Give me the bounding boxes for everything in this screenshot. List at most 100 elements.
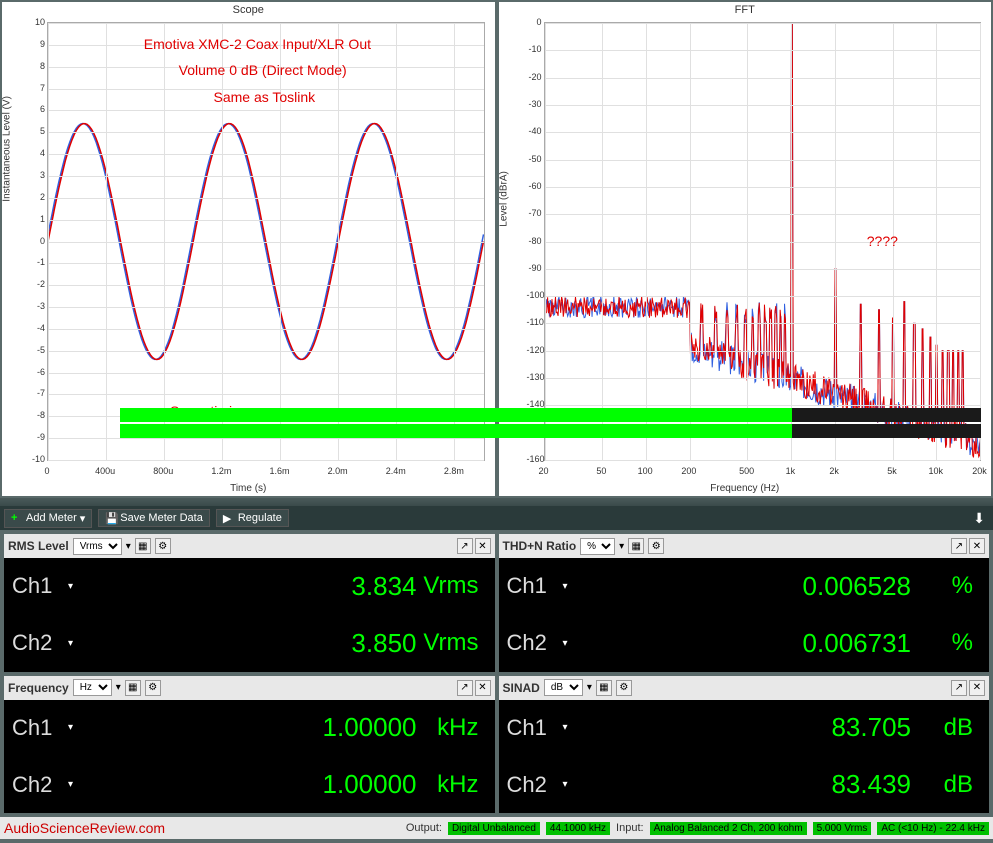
fft-xtick: 5k xyxy=(887,466,897,476)
meter-close-icon[interactable]: ✕ xyxy=(969,680,985,696)
meter-sinad: SINADdB▾▦⚙↗✕Ch1▾83.705dBCh2▾83.439dB xyxy=(499,676,990,814)
ch1-label: Ch1 xyxy=(12,573,72,599)
section-divider[interactable] xyxy=(0,498,993,506)
fft-ytick: -70 xyxy=(527,208,542,218)
meter-close-icon[interactable]: ✕ xyxy=(969,538,985,554)
fft-xtick: 500 xyxy=(739,466,754,476)
scope-ytick: -7 xyxy=(30,388,45,398)
input-label: Input: xyxy=(616,822,644,834)
ch2-unit: kHz xyxy=(417,771,487,799)
scope-ytick: -1 xyxy=(30,257,45,267)
scope-xtick: 2.8m xyxy=(444,466,464,476)
play-icon: ▶ xyxy=(223,512,235,524)
fft-chart: FFT Level (dBrA) Frequency (Hz) ???? -16… xyxy=(499,2,992,496)
meter-thdn: THD+N Ratio%▾▦⚙↗✕Ch1▾0.006528%Ch2▾0.0067… xyxy=(499,534,990,672)
ch1-label: Ch1 xyxy=(507,715,567,741)
ch2-value: 1.00000 xyxy=(81,769,416,800)
ch1-value: 83.705 xyxy=(576,712,911,743)
ch2-unit: dB xyxy=(911,771,981,799)
fft-ytick: 0 xyxy=(527,17,542,27)
scope-ylabel: Instantaneous Level (V) xyxy=(2,96,13,202)
meter-unit-select[interactable]: dB xyxy=(544,679,583,696)
fft-ytick: -20 xyxy=(527,72,542,82)
ch2-value: 0.006731 xyxy=(576,628,911,659)
meter-gear-icon[interactable]: ⚙ xyxy=(648,538,664,554)
meter-unit-select[interactable]: Vrms xyxy=(73,538,122,555)
meter-popout-icon[interactable]: ↗ xyxy=(457,538,473,554)
ch2-dropdown-icon[interactable]: ▾ xyxy=(68,638,73,649)
ch1-value: 3.834 xyxy=(81,571,416,602)
ch1-dropdown-icon[interactable]: ▾ xyxy=(68,722,73,733)
scope-ytick: 7 xyxy=(30,83,45,93)
input-mode-badge[interactable]: Analog Balanced 2 Ch, 200 kohm xyxy=(650,822,807,835)
scope-ytick: -10 xyxy=(30,454,45,464)
meter-toolbar: + Add Meter ▾ 💾 Save Meter Data ▶ Regula… xyxy=(0,506,993,530)
ch2-dropdown-icon[interactable]: ▾ xyxy=(563,779,568,790)
ch1-dropdown-icon[interactable]: ▾ xyxy=(563,581,568,592)
meter-graph-icon[interactable]: ▦ xyxy=(628,538,644,554)
fft-ytick: -60 xyxy=(527,181,542,191)
output-rate-badge[interactable]: 44.1000 kHz xyxy=(546,822,610,835)
input-bw-badge[interactable]: AC (<10 Hz) - 22.4 kHz xyxy=(877,822,989,835)
scope-title: Scope xyxy=(2,2,495,18)
meter-graph-icon[interactable]: ▦ xyxy=(125,680,141,696)
fft-ytick: -50 xyxy=(527,154,542,164)
scope-annotation: Same as Toslink xyxy=(213,89,315,105)
output-label: Output: xyxy=(406,822,442,834)
meter-title: SINAD xyxy=(503,681,540,695)
add-meter-button[interactable]: + Add Meter ▾ xyxy=(4,509,92,528)
scope-annotation: Emotiva XMC-2 Coax Input/XLR Out xyxy=(144,36,371,52)
meter-popout-icon[interactable]: ↗ xyxy=(457,680,473,696)
fft-annotation: ???? xyxy=(867,233,898,249)
scope-ytick: 8 xyxy=(30,61,45,71)
meter-popout-icon[interactable]: ↗ xyxy=(951,680,967,696)
ch2-value: 3.850 xyxy=(81,628,416,659)
scope-ytick: -4 xyxy=(30,323,45,333)
meter-unit-select[interactable]: % xyxy=(580,538,615,555)
fft-ytick: -30 xyxy=(527,99,542,109)
meter-unit-select[interactable]: Hz xyxy=(73,679,112,696)
meter-close-icon[interactable]: ✕ xyxy=(475,538,491,554)
scope-ytick: 9 xyxy=(30,39,45,49)
watermark: AudioScienceReview.com xyxy=(4,820,165,836)
scope-ytick: -8 xyxy=(30,410,45,420)
scope-ytick: 2 xyxy=(30,192,45,202)
save-meter-label: Save Meter Data xyxy=(120,512,203,524)
scope-ytick: 1 xyxy=(30,214,45,224)
fft-ytick: -110 xyxy=(527,317,542,327)
meter-close-icon[interactable]: ✕ xyxy=(475,680,491,696)
meter-graph-icon[interactable]: ▦ xyxy=(135,538,151,554)
fft-ytick: -130 xyxy=(527,372,542,382)
ch1-unit: dB xyxy=(911,714,981,742)
save-icon: 💾 xyxy=(105,512,117,524)
meter-popout-icon[interactable]: ↗ xyxy=(951,538,967,554)
fft-ytick: -120 xyxy=(527,345,542,355)
ch2-dropdown-icon[interactable]: ▾ xyxy=(68,779,73,790)
scope-xlabel: Time (s) xyxy=(230,483,266,494)
ch2-dropdown-icon[interactable]: ▾ xyxy=(563,638,568,649)
output-mode-badge[interactable]: Digital Unbalanced xyxy=(448,822,540,835)
regulate-label: Regulate xyxy=(238,512,282,524)
regulate-button[interactable]: ▶ Regulate xyxy=(216,509,289,527)
fft-xtick: 1k xyxy=(786,466,796,476)
ch1-dropdown-icon[interactable]: ▾ xyxy=(563,722,568,733)
fft-ytick: -10 xyxy=(527,44,542,54)
download-icon[interactable]: ⬇ xyxy=(973,510,985,527)
ch1-value: 1.00000 xyxy=(81,712,416,743)
ch1-label: Ch1 xyxy=(507,573,567,599)
ch1-dropdown-icon[interactable]: ▾ xyxy=(68,581,73,592)
fft-title: FFT xyxy=(499,2,992,18)
meter-gear-icon[interactable]: ⚙ xyxy=(145,680,161,696)
ch2-unit: Vrms xyxy=(417,629,487,657)
save-meter-button[interactable]: 💾 Save Meter Data xyxy=(98,509,210,527)
meter-gear-icon[interactable]: ⚙ xyxy=(616,680,632,696)
scope-annotation: Volume 0 dB (Direct Mode) xyxy=(179,62,347,78)
meter-gear-icon[interactable]: ⚙ xyxy=(155,538,171,554)
meter-graph-icon[interactable]: ▦ xyxy=(596,680,612,696)
fft-xtick: 2k xyxy=(829,466,839,476)
scope-ytick: 0 xyxy=(30,236,45,246)
ch1-unit: % xyxy=(911,572,981,600)
scope-ytick: -5 xyxy=(30,345,45,355)
input-range-badge[interactable]: 5.000 Vrms xyxy=(813,822,872,835)
ch1-unit: Vrms xyxy=(417,572,487,600)
